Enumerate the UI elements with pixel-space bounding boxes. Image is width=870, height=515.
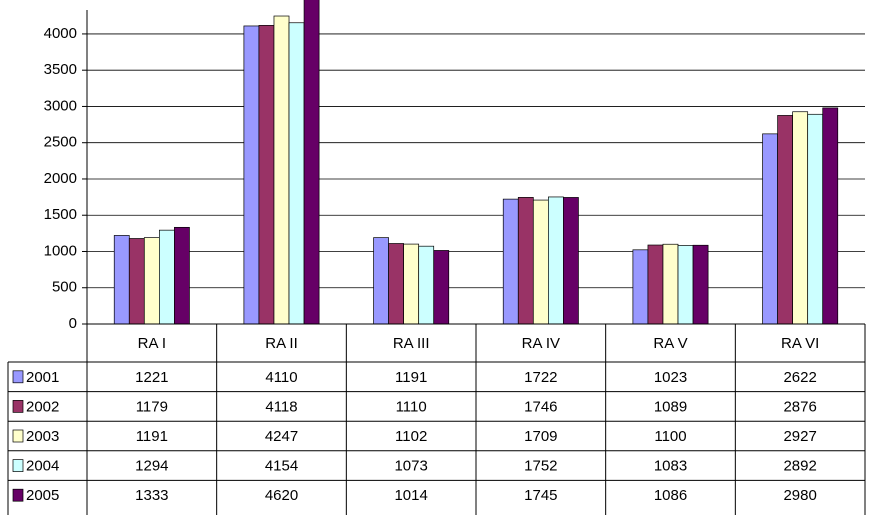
legend-swatch bbox=[12, 429, 24, 443]
table-value: 4118 bbox=[265, 398, 297, 415]
bar bbox=[273, 15, 290, 324]
table-value: 1752 bbox=[524, 458, 557, 475]
y-tick-label: 2000 bbox=[44, 170, 77, 187]
category-label: RA IV bbox=[522, 335, 560, 352]
bar bbox=[822, 107, 839, 324]
table-value: 1110 bbox=[396, 398, 427, 415]
bar bbox=[303, 0, 320, 324]
table-value: 1746 bbox=[524, 398, 557, 415]
table-value: 1086 bbox=[654, 487, 687, 504]
bar bbox=[762, 133, 778, 324]
bar bbox=[418, 245, 435, 324]
category-label: RA I bbox=[138, 335, 166, 352]
table-value: 1014 bbox=[394, 487, 427, 504]
bar bbox=[243, 25, 260, 324]
legend-swatch bbox=[12, 370, 24, 384]
y-tick-label: 3000 bbox=[44, 97, 77, 114]
legend-swatch bbox=[12, 459, 24, 472]
bar bbox=[433, 250, 450, 324]
bar bbox=[647, 244, 664, 324]
bar bbox=[807, 113, 824, 324]
table-value: 1100 bbox=[654, 428, 686, 445]
table-value: 4110 bbox=[265, 369, 297, 386]
category-label: RA II bbox=[265, 335, 298, 352]
y-tick-label: 1000 bbox=[44, 242, 77, 259]
legend-label: 2001 bbox=[26, 369, 59, 386]
y-tick-label: 4000 bbox=[44, 25, 77, 42]
bar bbox=[174, 226, 190, 324]
bar bbox=[517, 197, 534, 324]
legend-label: 2005 bbox=[26, 487, 59, 504]
table-value: 1191 bbox=[136, 428, 168, 445]
legend-label: 2003 bbox=[26, 428, 59, 445]
bar bbox=[662, 243, 679, 324]
bar bbox=[563, 197, 579, 324]
y-tick-label: 0 bbox=[69, 315, 77, 332]
table-value: 4247 bbox=[265, 428, 298, 445]
table-value: 2876 bbox=[783, 398, 816, 415]
bar bbox=[113, 235, 130, 324]
legend-swatch bbox=[12, 400, 24, 413]
table-value: 1709 bbox=[524, 428, 557, 445]
bar bbox=[258, 25, 275, 324]
table-value: 1191 bbox=[395, 369, 427, 386]
table-value: 1745 bbox=[524, 487, 557, 504]
table-value: 1089 bbox=[654, 398, 687, 415]
bar bbox=[532, 199, 549, 324]
table-value: 2980 bbox=[783, 487, 816, 504]
table-value: 1083 bbox=[654, 458, 687, 475]
table-value: 1073 bbox=[394, 458, 427, 475]
bar bbox=[288, 22, 305, 324]
bar bbox=[677, 245, 694, 324]
y-tick-label: 3500 bbox=[44, 61, 77, 78]
table-value: 1023 bbox=[654, 369, 687, 386]
table-value: 1221 bbox=[135, 369, 168, 386]
y-tick-label: 500 bbox=[52, 279, 77, 296]
table-value: 1333 bbox=[135, 487, 168, 504]
bar bbox=[143, 237, 160, 324]
bar bbox=[159, 229, 175, 324]
table-value: 2892 bbox=[783, 458, 816, 475]
bar bbox=[373, 237, 389, 324]
category-label: RA VI bbox=[781, 335, 819, 352]
legend-label: 2004 bbox=[26, 458, 59, 475]
bar bbox=[502, 198, 519, 324]
table-value: 1179 bbox=[136, 398, 168, 415]
bar bbox=[388, 243, 404, 324]
table-value: 1722 bbox=[524, 369, 557, 386]
legend-swatch bbox=[12, 488, 24, 502]
table-value: 2622 bbox=[783, 369, 816, 386]
legend-label: 2002 bbox=[26, 398, 59, 415]
bar bbox=[792, 111, 809, 324]
bar bbox=[403, 243, 420, 324]
category-label: RA III bbox=[393, 335, 430, 352]
y-tick-label: 1500 bbox=[44, 206, 77, 223]
table-value: 1294 bbox=[135, 458, 168, 475]
bar bbox=[777, 115, 793, 324]
category-label: RA V bbox=[653, 335, 687, 352]
bar bbox=[128, 238, 145, 324]
bar bbox=[692, 244, 709, 324]
table-value: 1102 bbox=[395, 428, 427, 445]
bar bbox=[632, 249, 649, 324]
table-value: 2927 bbox=[783, 428, 816, 445]
bar bbox=[548, 196, 564, 324]
table-value: 4620 bbox=[265, 487, 298, 504]
y-tick-label: 2500 bbox=[44, 134, 77, 151]
table-value: 4154 bbox=[265, 458, 298, 475]
